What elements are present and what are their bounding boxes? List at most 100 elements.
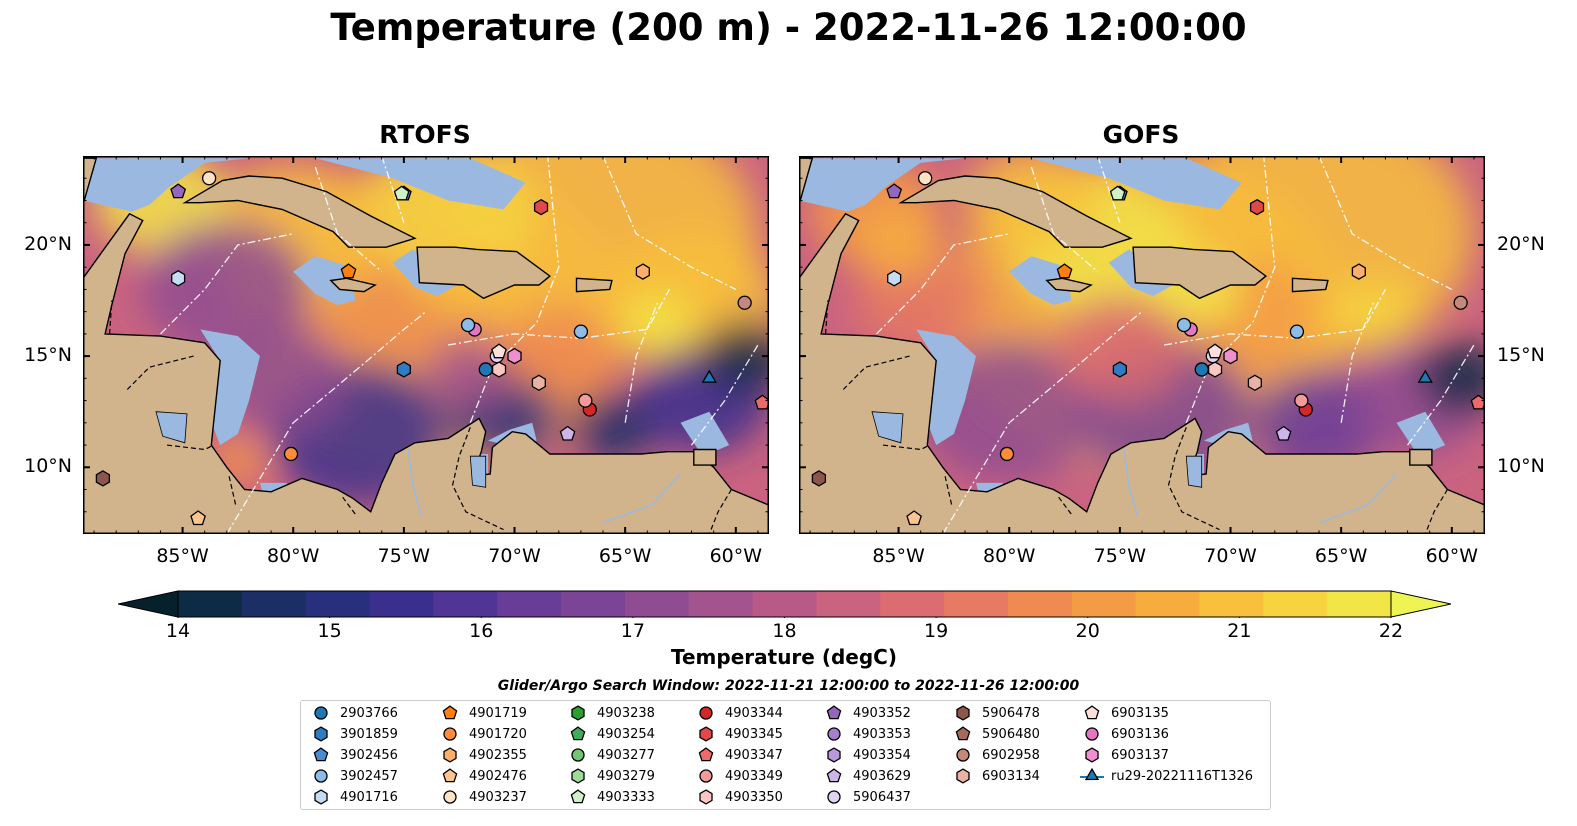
lon-tick-label: 75°W xyxy=(377,545,431,567)
river xyxy=(1123,449,1139,517)
lon-tick-label: 85°W xyxy=(156,545,209,567)
legend-marker xyxy=(314,726,328,742)
lake xyxy=(469,455,487,488)
legend-marker-shape xyxy=(1084,767,1100,781)
legend-marker-shape xyxy=(1085,747,1099,763)
eez-boundary xyxy=(1185,156,1276,424)
land-mass xyxy=(83,212,769,534)
float-marker xyxy=(478,362,493,377)
eez-boundary xyxy=(469,156,560,424)
lat-tick-label-left: 10°N xyxy=(24,455,72,478)
float-marker xyxy=(887,270,902,287)
legend-marker xyxy=(956,705,970,721)
legend-marker xyxy=(1080,767,1104,781)
legend-marker xyxy=(699,789,713,805)
float-marker xyxy=(1207,361,1223,378)
map-gofs xyxy=(799,156,1485,534)
float-marker xyxy=(1453,295,1468,310)
panel-title-rtofs: RTOFS xyxy=(379,120,471,149)
map-rtofs xyxy=(83,156,769,534)
legend-marker xyxy=(956,748,970,762)
colorbar-tick-label: 20 xyxy=(1075,620,1100,642)
legend-item: 6903134 xyxy=(951,766,1040,786)
legend-item: 5906478 xyxy=(951,703,1040,723)
shallow-water xyxy=(1031,158,1242,210)
legend-item: ru29-20221116T1326 xyxy=(1080,766,1253,786)
legend-label: 3902457 xyxy=(340,768,398,784)
colorbar-bin xyxy=(944,591,1009,617)
legend-item: 4902476 xyxy=(438,766,527,786)
legend-marker xyxy=(1085,747,1099,763)
legend-item: 3902457 xyxy=(309,766,398,786)
legend-marker xyxy=(571,748,585,762)
legend-marker-shape xyxy=(827,790,841,804)
legend-label: 6903136 xyxy=(1111,726,1169,742)
lon-tick-label: 70°W xyxy=(1204,545,1257,567)
eez-boundary xyxy=(381,156,405,223)
shallow-water xyxy=(916,329,976,446)
shallow-water xyxy=(200,329,260,446)
legend-marker-shape xyxy=(956,768,970,784)
legend-marker-shape xyxy=(699,726,713,742)
legend: 2903766 3901859 3902456 3902457 4901716 49017… xyxy=(300,700,1271,810)
float-marker xyxy=(1207,343,1223,359)
colorbar-bin xyxy=(305,591,371,617)
legend-marker xyxy=(314,789,328,805)
legend-label: 4903279 xyxy=(597,768,655,784)
lon-tick-label: 75°W xyxy=(1093,545,1147,567)
legend-marker-shape xyxy=(571,705,585,721)
land-mass xyxy=(1409,448,1433,466)
legend-marker-shape xyxy=(442,768,458,783)
search-window-caption: Glider/Argo Search Window: 2022-11-21 12… xyxy=(497,678,1080,694)
float-marker xyxy=(171,270,186,287)
colorbar xyxy=(118,590,1451,618)
legend-item: 4903350 xyxy=(694,787,783,807)
national-border xyxy=(228,476,237,506)
legend-item: 5906437 xyxy=(822,787,911,807)
legend-marker-shape xyxy=(314,726,328,742)
land-mass xyxy=(416,246,552,300)
legend-item: 6902958 xyxy=(951,745,1040,765)
float-marker xyxy=(1289,324,1305,339)
float-marker xyxy=(886,183,903,199)
legend-item: 4901719 xyxy=(438,703,527,723)
river xyxy=(407,449,423,517)
float-marker xyxy=(1109,185,1126,201)
shallow-water xyxy=(315,158,526,210)
legend-label: 5906437 xyxy=(853,789,911,805)
eez-boundary xyxy=(160,233,294,335)
colorbar-bin xyxy=(1199,591,1264,617)
legend-label: 4903344 xyxy=(725,705,783,721)
float-marker xyxy=(491,361,507,378)
legend-label: ru29-20221116T1326 xyxy=(1111,768,1254,784)
float-marker xyxy=(578,393,593,408)
legend-marker xyxy=(1085,727,1099,741)
eez-boundary xyxy=(1340,300,1376,423)
lat-tick-label-left: 15°N xyxy=(24,344,72,367)
legend-marker-shape xyxy=(571,748,585,762)
float-marker xyxy=(1247,374,1262,392)
legend-label: 6903137 xyxy=(1111,747,1169,763)
eez-boundary xyxy=(690,344,759,446)
land-mass xyxy=(329,277,377,293)
eez-boundary xyxy=(1030,166,1099,273)
legend-item: 4903353 xyxy=(822,724,911,744)
float-marker xyxy=(393,185,410,201)
legend-item: 4903345 xyxy=(694,724,783,744)
national-border xyxy=(708,489,732,534)
colorbar-extend-low xyxy=(118,590,179,618)
float-marker xyxy=(1056,263,1073,279)
lon-tick-label: 80°W xyxy=(982,545,1036,567)
legend-marker xyxy=(827,790,841,804)
legend-marker-shape xyxy=(314,706,328,720)
legend-item: 4903279 xyxy=(566,766,655,786)
colorbar-tick-label: 21 xyxy=(1227,620,1252,642)
national-border xyxy=(126,355,194,390)
shallow-water xyxy=(293,256,356,305)
legend-marker xyxy=(699,769,713,783)
land-mass xyxy=(83,157,98,206)
legend-label: 4903349 xyxy=(725,768,783,784)
lon-tick-label: 65°W xyxy=(598,545,652,567)
colorbar-tick-label: 19 xyxy=(924,620,949,642)
colorbar-bin xyxy=(1327,591,1392,617)
